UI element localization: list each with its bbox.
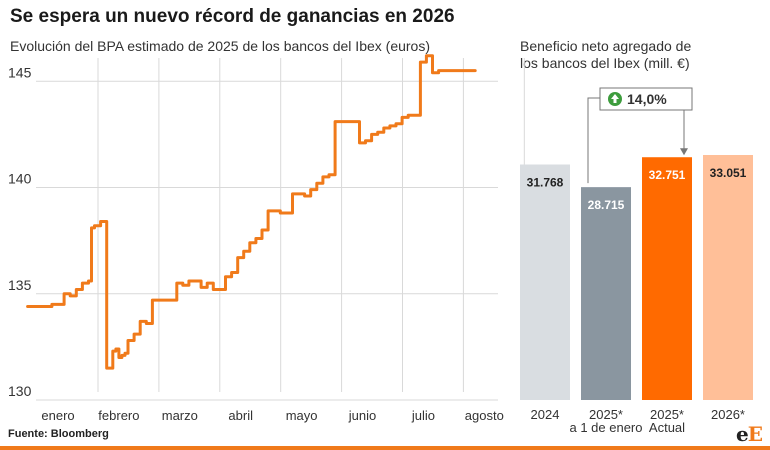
x-tick-label: junio bbox=[348, 408, 376, 423]
line-chart-y-ticks: 130 135 140 145 bbox=[8, 64, 32, 399]
line-chart-subtitle: Evolución del BPA estimado de 2025 de lo… bbox=[10, 38, 430, 54]
chart-title: Se espera un nuevo récord de ganancias e… bbox=[10, 6, 455, 27]
x-tick-label: agosto bbox=[465, 408, 504, 423]
bar-category-label: Actual bbox=[649, 420, 685, 435]
y-tick-label: 135 bbox=[8, 277, 32, 293]
bar-chart-subtitle-line2: los bancos del Ibex (mill. €) bbox=[520, 55, 690, 71]
logo-letter-e: e bbox=[736, 422, 749, 446]
line-chart-x-ticks: enero febrero marzo abril mayo junio julio agos… bbox=[41, 408, 503, 423]
logo-letter-E: E bbox=[747, 422, 763, 446]
line-chart-series bbox=[26, 54, 477, 370]
bar-category-label: a 1 de enero bbox=[569, 420, 642, 435]
y-tick-label: 130 bbox=[8, 383, 32, 399]
line-chart-gridlines bbox=[36, 58, 525, 401]
bar-2 bbox=[642, 157, 692, 400]
bar-chart-bars bbox=[520, 155, 753, 400]
x-tick-label: abril bbox=[228, 408, 253, 423]
bottom-accent-rule bbox=[0, 446, 770, 450]
bar-chart-value-labels: 31.768 28.715 32.751 33.051 bbox=[527, 166, 747, 212]
publisher-logo: eE bbox=[736, 422, 763, 446]
source-note: Fuente: Bloomberg bbox=[8, 428, 109, 440]
bar-value-label: 32.751 bbox=[649, 168, 686, 182]
annotation-connector-left bbox=[587, 97, 600, 184]
y-tick-label: 140 bbox=[8, 171, 32, 187]
bar-category-label: 2026* bbox=[711, 407, 745, 422]
bar-1 bbox=[581, 187, 631, 400]
bar-0 bbox=[520, 164, 570, 400]
bar-category-label: 2025* bbox=[650, 407, 684, 422]
bar-3 bbox=[703, 155, 753, 400]
bar-category-label: 2025* bbox=[589, 407, 623, 422]
x-tick-label: marzo bbox=[162, 408, 198, 423]
bar-value-label: 31.768 bbox=[527, 176, 564, 190]
x-tick-label: enero bbox=[41, 408, 74, 423]
bar-chart-subtitle: Beneficio neto agregado de los bancos de… bbox=[520, 38, 760, 72]
x-tick-label: mayo bbox=[286, 408, 318, 423]
up-arrow-glyph bbox=[611, 94, 619, 103]
y-tick-label: 145 bbox=[8, 64, 32, 80]
bar-chart-subtitle-line1: Beneficio neto agregado de bbox=[520, 38, 692, 54]
eps-line bbox=[26, 54, 477, 370]
bar-category-label: 2024 bbox=[531, 407, 560, 422]
x-tick-label: julio bbox=[411, 408, 435, 423]
bar-value-label: 28.715 bbox=[588, 198, 625, 212]
growth-annotation: 14,0% bbox=[587, 87, 693, 184]
bar-value-label: 33.051 bbox=[710, 166, 747, 180]
annotation-box bbox=[599, 87, 693, 111]
x-tick-label: febrero bbox=[98, 408, 139, 423]
annotation-arrowhead bbox=[680, 148, 688, 156]
annotation-label: 14,0% bbox=[627, 91, 667, 107]
